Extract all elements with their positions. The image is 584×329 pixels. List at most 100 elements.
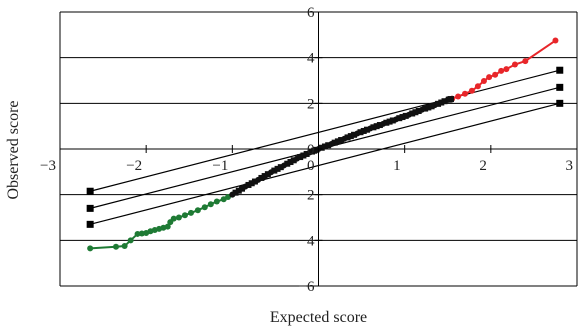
data-point-low (181, 212, 188, 219)
data-point-middle (271, 167, 278, 174)
data-series (87, 37, 559, 252)
data-point-middle (415, 107, 422, 114)
data-point-middle (313, 146, 320, 153)
data-point-low (170, 215, 177, 222)
data-point-high (498, 67, 505, 74)
data-point-middle (438, 99, 445, 106)
reference-line-marker (86, 204, 94, 212)
data-point-low (175, 214, 182, 221)
y-tick-label: 6 (307, 5, 315, 21)
y-tick-label: −6 (299, 279, 315, 295)
data-point-low (121, 243, 128, 250)
y-tick-label: 4 (307, 51, 315, 67)
data-point-middle (284, 160, 291, 167)
data-point-middle (363, 126, 370, 133)
data-point-middle (412, 109, 419, 116)
data-point-high (492, 71, 499, 78)
reference-line-marker (556, 66, 564, 74)
reference-line (90, 69, 560, 192)
data-point-middle (386, 118, 393, 125)
data-point-high (486, 74, 493, 81)
data-point-middle (447, 96, 454, 103)
data-point-high (461, 90, 468, 97)
data-point-middle (383, 119, 390, 126)
data-point-middle (303, 150, 310, 157)
data-point-middle (287, 159, 294, 166)
data-point-middle (334, 138, 341, 145)
data-point-low (113, 243, 120, 250)
data-point-middle (274, 165, 281, 172)
reference-line-marker (556, 99, 564, 107)
data-point-high (511, 61, 518, 68)
data-point-middle (325, 142, 332, 149)
data-point-middle (399, 114, 406, 121)
data-point-middle (290, 157, 297, 164)
y-tick-label: −4 (299, 233, 315, 249)
data-point-high (480, 77, 487, 84)
data-point-middle (251, 178, 258, 185)
data-point-middle (422, 105, 429, 112)
data-point-middle (245, 181, 252, 188)
data-point-low (187, 209, 194, 216)
data-point-middle (235, 187, 242, 194)
data-point-middle (239, 185, 246, 192)
data-point-middle (232, 189, 239, 196)
data-point-middle (264, 171, 271, 178)
data-point-low (201, 204, 208, 211)
y-tick-label: −2 (299, 188, 315, 204)
y-tick-label: 0 (307, 142, 315, 158)
data-point-high (522, 58, 529, 65)
data-point-middle (435, 100, 442, 107)
x-tick-label: −3 (40, 158, 56, 174)
data-point-middle (277, 164, 284, 171)
data-point-high (455, 93, 462, 100)
data-point-middle (344, 134, 351, 141)
data-point-low (127, 237, 134, 244)
data-point-middle (300, 152, 307, 159)
data-point-middle (373, 123, 380, 130)
data-point-middle (389, 117, 396, 124)
x-axis-title: Expected score (270, 309, 367, 326)
data-point-low (207, 201, 214, 208)
data-point-middle (318, 144, 325, 151)
data-point-low (87, 245, 94, 252)
x-tick-label: 2 (479, 158, 487, 174)
data-point-middle (396, 115, 403, 122)
reference-line-marker (86, 187, 94, 195)
data-point-middle (297, 154, 304, 161)
data-point-low (164, 223, 171, 230)
data-point-high (552, 37, 559, 44)
data-point-middle (347, 133, 354, 140)
data-point-middle (425, 104, 432, 111)
reference-line (90, 102, 560, 225)
y-tick-label: 2 (307, 96, 315, 112)
x-tick-label: −1 (212, 158, 228, 174)
data-point-middle (376, 122, 383, 129)
data-point-middle (248, 180, 255, 187)
reference-line-marker (86, 220, 94, 228)
data-point-middle (338, 137, 345, 144)
x-tick-label: 1 (393, 158, 401, 174)
data-point-middle (258, 174, 265, 181)
data-point-middle (402, 112, 409, 119)
data-point-low (213, 198, 220, 205)
data-point-middle (360, 127, 367, 134)
data-point-high (503, 66, 510, 73)
data-point-high (474, 83, 481, 90)
data-point-middle (331, 139, 338, 146)
data-point-middle (357, 129, 364, 136)
data-point-high (468, 87, 475, 94)
data-point-low (194, 207, 201, 214)
x-tick-label: −2 (126, 158, 142, 174)
reference-line-marker (556, 83, 564, 91)
data-point-middle (370, 124, 377, 131)
data-point-middle (409, 110, 416, 117)
y-axis-title: Observed score (5, 100, 22, 199)
data-point-middle (321, 143, 328, 150)
tick-labels: −3 −2 −1 0 1 2 3 −6 −4 −2 0 2 4 6 (40, 5, 578, 295)
x-tick-label: 0 (307, 158, 315, 174)
x-tick-label: 3 (566, 158, 574, 174)
data-point-middle (428, 103, 435, 110)
data-point-middle (441, 98, 448, 105)
